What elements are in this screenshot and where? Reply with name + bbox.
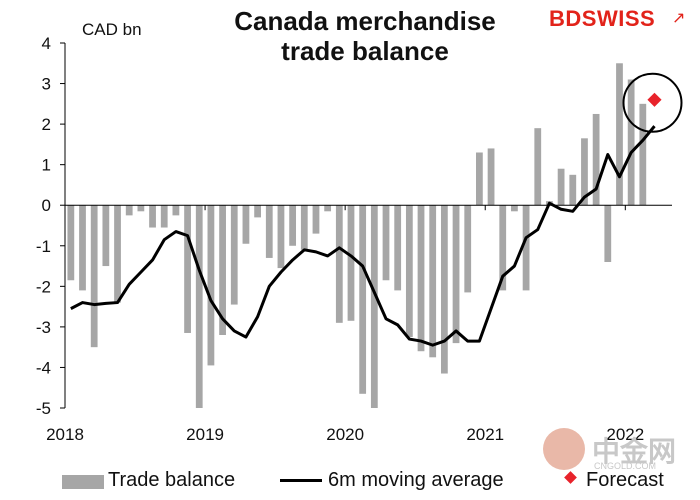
chart-title-line2: trade balance (281, 36, 449, 66)
trade-balance-bar (429, 205, 437, 358)
y-tick-label: -4 (36, 358, 51, 377)
x-tick-label: 2021 (466, 425, 504, 444)
chart-title: Canada merchandise trade balance (200, 6, 530, 66)
trade-balance-bar (382, 205, 390, 281)
trade-balance-bar (195, 205, 203, 408)
trade-balance-bar (114, 205, 121, 303)
trade-balance-bar (581, 138, 588, 206)
trade-balance-bar (277, 205, 285, 269)
trade-balance-bar (534, 128, 542, 206)
trade-balance-bar (137, 205, 145, 212)
trade-balance-bar (464, 205, 472, 293)
trade-balance-bar (102, 205, 110, 267)
trade-balance-bar (487, 148, 495, 206)
trade-balance-bar (499, 205, 507, 291)
trade-balance-bar (312, 205, 320, 234)
x-tick-label: 2018 (46, 425, 84, 444)
trade-balance-bar (511, 205, 518, 212)
legend-trade-balance: Trade balance (108, 469, 236, 491)
trade-balance-bar (184, 205, 191, 333)
y-tick-label: 1 (42, 156, 51, 175)
watermark-text: 中金网 (592, 436, 677, 467)
forecast-point (647, 92, 662, 107)
trade-balance-bar (639, 103, 647, 206)
trade-balance-bar (616, 63, 623, 206)
trade-balance-bar (476, 152, 483, 206)
y-tick-label: 0 (42, 196, 51, 215)
moving-average-line (70, 125, 656, 347)
x-tick-label: 2019 (186, 425, 224, 444)
trade-balance-bar (254, 205, 261, 218)
trade-balance-bar (149, 205, 156, 228)
watermark-url: CNGOLD.COM (594, 461, 657, 471)
trade-balance-bar (627, 79, 635, 206)
trade-balance-bar (67, 205, 75, 281)
legend-bar-swatch (62, 475, 104, 489)
chart-title-line1: Canada merchandise (234, 6, 496, 36)
trade-balance-bar (289, 205, 297, 246)
legend-forecast-swatch (564, 471, 577, 484)
trade-balance-bar (160, 205, 168, 228)
y-tick-label: -2 (36, 277, 51, 296)
chart-legend: Trade balance 6m moving average Forecast (0, 467, 700, 493)
watermark-logo-icon (543, 428, 585, 470)
legend-forecast: Forecast (586, 469, 664, 491)
trade-balance-bar (405, 205, 413, 338)
trade-balance-bar (592, 113, 600, 206)
y-tick-label: 2 (42, 115, 51, 134)
y-tick-label: 4 (42, 34, 51, 53)
trade-balance-bar (569, 174, 577, 206)
trade-balance-bar (359, 205, 367, 394)
trade-balance-bar (394, 205, 402, 291)
legend-moving-average: 6m moving average (328, 469, 504, 491)
trade-balance-bar (79, 205, 86, 291)
trade-balance-bar (522, 205, 530, 291)
y-tick-label: -1 (36, 237, 51, 256)
trade-balance-bar (440, 205, 448, 374)
trade-balance-bar (335, 205, 343, 323)
trade-balance-bar (242, 205, 250, 244)
trade-balance-bar (604, 205, 612, 262)
y-tick-label: -3 (36, 318, 51, 337)
y-tick-label: -5 (36, 399, 51, 418)
trade-balance-bar (172, 205, 180, 216)
trade-balance-bar (219, 205, 226, 335)
forecast-highlight-circle (622, 72, 683, 133)
brand-arrow-icon: ↗ (672, 10, 686, 27)
trade-balance-bar (265, 205, 273, 258)
trade-balance-bar (207, 205, 215, 366)
trade-balance-bar (324, 205, 332, 212)
trade-balance-bar (230, 205, 238, 305)
trade-balance-bar (370, 205, 378, 408)
trade-balance-bar (417, 205, 425, 352)
trade-balance-bar (347, 205, 355, 321)
trade-balance-bar (557, 168, 565, 206)
y-axis-unit: CAD bn (82, 20, 142, 39)
x-tick-label: 2020 (326, 425, 364, 444)
trade-balance-bar (125, 205, 133, 216)
brand-logo: BDSWISS (549, 6, 656, 31)
x-tick-label: 2022 (606, 425, 644, 444)
trade-balance-bar (300, 205, 308, 250)
y-tick-label: 3 (42, 75, 51, 94)
legend-line-swatch (280, 479, 322, 482)
trade-balance-bar (90, 205, 98, 348)
trade-balance-bar (452, 205, 460, 344)
